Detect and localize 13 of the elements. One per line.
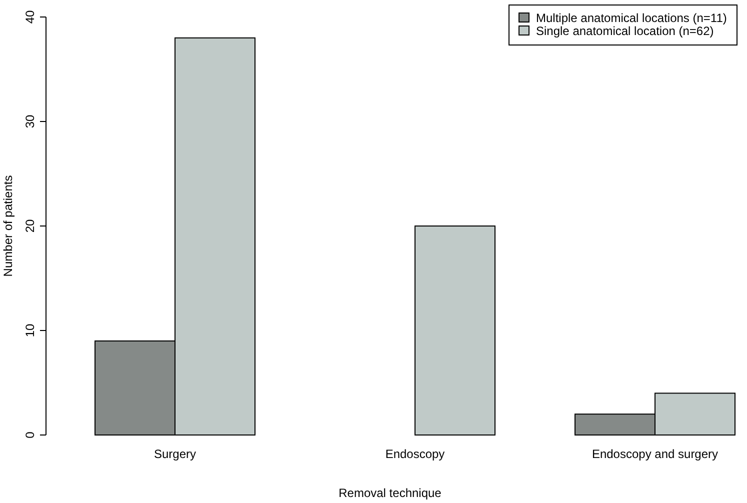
bar (414, 226, 496, 436)
x-tick-label: Endoscopy and surgery (592, 447, 718, 461)
x-tick-label: Surgery (154, 447, 196, 461)
y-axis-title: Number of patients (1, 175, 15, 277)
x-tick-label: Endoscopy (385, 447, 445, 461)
x-axis-title: Removal technique (338, 486, 442, 500)
y-tick-label: 40 (23, 10, 37, 24)
legend-label: Multiple anatomical locations (n=11) (536, 11, 727, 25)
y-tick-label: 30 (23, 114, 37, 128)
y-tick-label: 10 (23, 324, 37, 338)
y-tick-label: 20 (23, 219, 37, 233)
y-tick-label: 0 (23, 431, 37, 438)
legend-label: Single anatomical location (n=62) (536, 24, 714, 38)
